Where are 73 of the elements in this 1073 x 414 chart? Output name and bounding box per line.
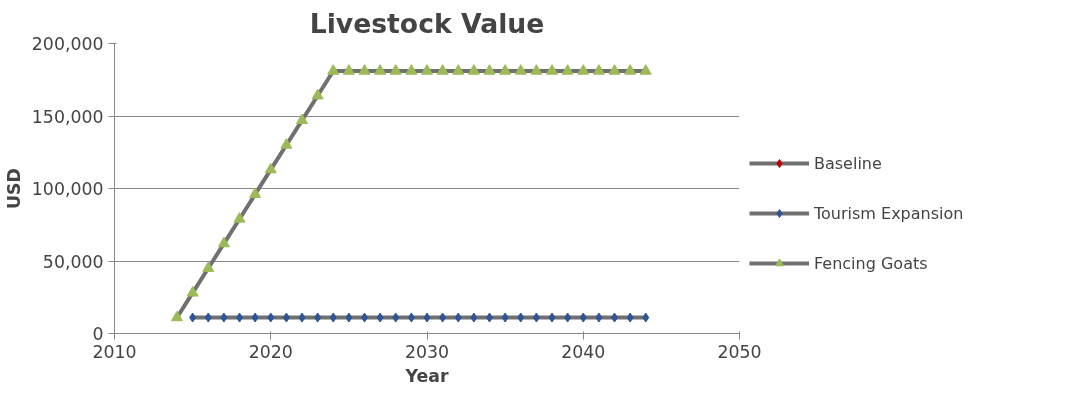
point bbox=[514, 64, 527, 75]
point bbox=[280, 138, 293, 149]
point bbox=[189, 312, 197, 323]
point bbox=[501, 312, 509, 323]
x-tick-label: 2040 bbox=[561, 341, 606, 362]
point bbox=[517, 312, 525, 323]
point bbox=[392, 312, 400, 323]
point bbox=[530, 64, 543, 75]
y-tick-label: 0 bbox=[92, 324, 104, 344]
point bbox=[546, 64, 558, 75]
point bbox=[233, 212, 246, 223]
point bbox=[298, 312, 306, 323]
x-axis-title: Year bbox=[404, 365, 449, 386]
x-tick-label: 2050 bbox=[717, 341, 762, 362]
point bbox=[217, 236, 230, 248]
point bbox=[264, 162, 277, 174]
point bbox=[639, 64, 652, 75]
point bbox=[483, 64, 496, 75]
point bbox=[376, 312, 384, 323]
point bbox=[267, 312, 275, 323]
point bbox=[220, 312, 228, 323]
point bbox=[171, 310, 183, 322]
point bbox=[282, 312, 290, 323]
point bbox=[608, 64, 621, 75]
point bbox=[595, 312, 603, 323]
point bbox=[499, 64, 512, 75]
point bbox=[374, 64, 387, 75]
point bbox=[329, 312, 337, 323]
point bbox=[342, 64, 355, 75]
y-tick-label: 200,000 bbox=[31, 34, 104, 54]
point bbox=[405, 64, 418, 75]
y-axis-title: USD bbox=[3, 168, 24, 209]
point bbox=[327, 64, 340, 75]
point bbox=[548, 312, 556, 323]
y-tick-label: 50,000 bbox=[42, 251, 104, 272]
point bbox=[251, 312, 259, 323]
legend-label: Fencing Goats bbox=[814, 253, 929, 273]
point bbox=[186, 286, 199, 297]
point bbox=[454, 312, 462, 323]
point bbox=[436, 64, 449, 75]
point bbox=[577, 64, 590, 75]
point bbox=[296, 113, 308, 125]
point bbox=[467, 64, 480, 75]
legend-label: Baseline bbox=[814, 153, 883, 173]
point bbox=[592, 64, 605, 75]
point bbox=[389, 64, 402, 75]
y-tick-label: 100,000 bbox=[31, 179, 104, 199]
x-tick-label: 2030 bbox=[404, 341, 450, 362]
point bbox=[345, 312, 353, 323]
x-tick-label: 2020 bbox=[248, 341, 293, 362]
point bbox=[204, 312, 212, 323]
x-tick-label: 2010 bbox=[92, 341, 137, 362]
point bbox=[358, 64, 371, 75]
point bbox=[624, 64, 637, 75]
point bbox=[311, 88, 324, 100]
point bbox=[579, 312, 587, 323]
point bbox=[470, 312, 478, 323]
point bbox=[452, 64, 465, 75]
point bbox=[249, 187, 262, 198]
y-tick-label: 150,000 bbox=[31, 106, 104, 127]
point bbox=[532, 312, 540, 323]
point bbox=[314, 312, 322, 323]
point bbox=[202, 261, 215, 272]
point bbox=[642, 312, 650, 323]
point bbox=[561, 64, 574, 75]
point bbox=[564, 312, 572, 323]
point bbox=[421, 64, 433, 75]
point bbox=[423, 312, 431, 323]
point bbox=[439, 312, 447, 323]
legend-label: Tourism Expansion bbox=[814, 203, 965, 223]
point bbox=[407, 312, 415, 323]
chart-title: Livestock Value bbox=[309, 7, 545, 39]
point bbox=[626, 312, 634, 323]
